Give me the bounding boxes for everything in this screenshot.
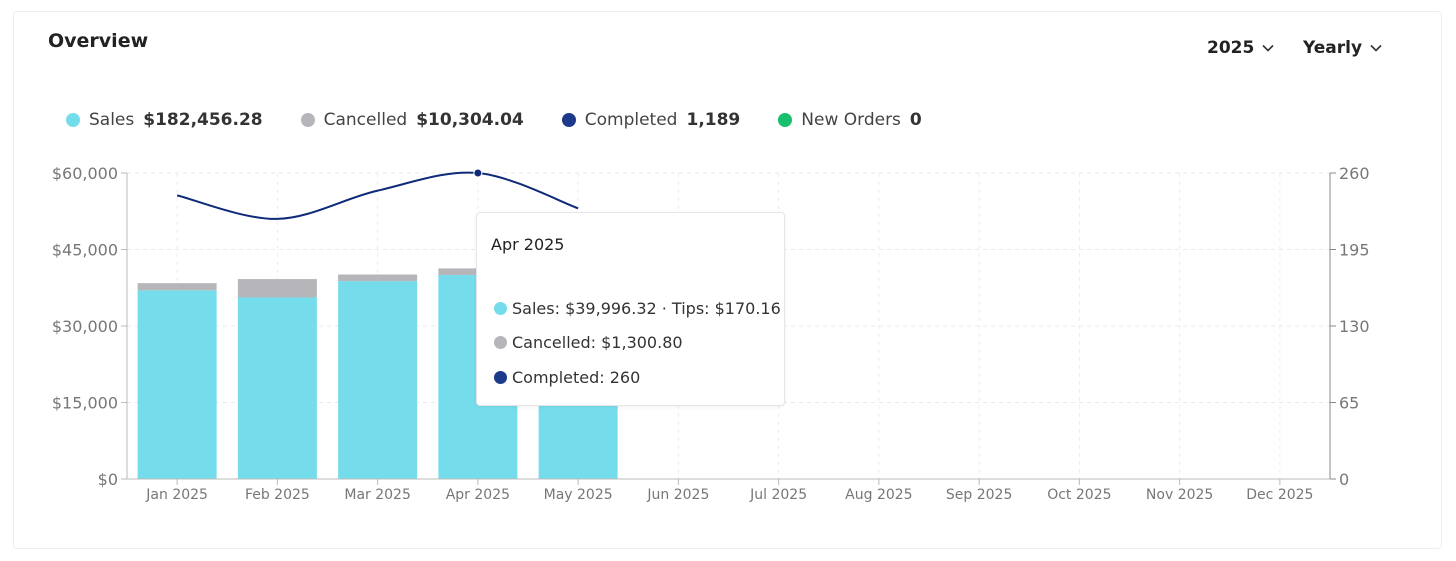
y-tick-label-right: 195	[1339, 241, 1370, 260]
legend-label: Cancelled	[323, 110, 408, 130]
y-tick-label-right: 260	[1339, 164, 1370, 183]
tooltip-completed-text: Completed: 260	[512, 368, 641, 387]
chart-tooltip: Apr 2025 Sales: $39,996.32 · Tips: $170.…	[476, 212, 785, 406]
x-tick-label: Feb 2025	[245, 487, 310, 503]
y-tick-label-left: $0	[98, 470, 118, 489]
chevron-down-icon	[1370, 44, 1382, 52]
x-tick-label: May 2025	[544, 487, 613, 503]
bar-cancelled[interactable]	[237, 279, 317, 298]
bar-sales[interactable]	[237, 297, 317, 479]
y-tick-label-left: $45,000	[52, 241, 118, 260]
x-tick-label: Aug 2025	[845, 487, 912, 503]
y-tick-label-right: 130	[1339, 317, 1370, 336]
line-completed	[176, 171, 579, 220]
legend-item-new-orders[interactable]: New Orders 0	[778, 110, 922, 130]
tooltip-row-completed: Completed: 260	[494, 368, 640, 387]
page-title: Overview	[48, 30, 149, 52]
x-tick-label: Jan 2025	[145, 487, 208, 503]
bar-cancelled[interactable]	[137, 283, 217, 291]
chart-legend: Sales $182,456.28 Cancelled $10,304.04 C…	[66, 110, 960, 130]
chevron-down-icon	[1262, 44, 1274, 52]
chart-axes: $0 $15,000 $30,000 $45,000 $60,000 0 65 130 195 2…	[52, 164, 1370, 503]
bar-sales[interactable]	[338, 281, 418, 479]
period-dropdown[interactable]: Yearly	[1303, 38, 1382, 58]
tooltip-sales-text: Sales: $39,996.32 · Tips: $170.16	[512, 299, 781, 318]
y-tick-label-right: 65	[1339, 394, 1359, 413]
x-tick-label: Dec 2025	[1246, 487, 1313, 503]
tooltip-row-sales: Sales: $39,996.32 · Tips: $170.16	[494, 299, 781, 318]
tooltip-dot-completed	[494, 371, 507, 384]
legend-value: $10,304.04	[416, 110, 524, 130]
y-tick-label-left: $30,000	[52, 317, 118, 336]
legend-value: 1,189	[686, 110, 741, 130]
y-tick-label-right: 0	[1339, 470, 1349, 489]
x-tick-label: Oct 2025	[1047, 487, 1111, 503]
tooltip-title: Apr 2025	[491, 235, 565, 254]
y-tick-label-left: $60,000	[52, 164, 118, 183]
x-tick-label: Mar 2025	[344, 487, 411, 503]
x-tick-label: Sep 2025	[946, 487, 1012, 503]
period-dropdown-label: Yearly	[1303, 38, 1363, 58]
legend-label: Sales	[89, 110, 135, 130]
x-tick-label: Jun 2025	[646, 487, 709, 503]
legend-dot-completed	[561, 113, 576, 127]
year-dropdown[interactable]: 2025	[1207, 38, 1274, 58]
tooltip-cancelled-text: Cancelled: $1,300.80	[512, 333, 683, 352]
legend-dot-sales	[66, 113, 80, 127]
tooltip-row-cancelled: Cancelled: $1,300.80	[494, 333, 683, 352]
legend-value: $182,456.28	[143, 110, 263, 130]
x-tick-label: Nov 2025	[1146, 487, 1213, 503]
legend-value: 0	[909, 110, 922, 130]
bar-cancelled[interactable]	[338, 274, 418, 282]
legend-dot-cancelled	[300, 113, 315, 127]
chart-lines	[176, 168, 579, 220]
bar-sales[interactable]	[137, 290, 217, 479]
tooltip-dot-cancelled	[494, 336, 507, 349]
tooltip-dot-sales	[494, 302, 507, 315]
line-point-highlighted[interactable]	[473, 168, 483, 178]
x-tick-label: Jul 2025	[749, 487, 807, 503]
year-dropdown-label: 2025	[1207, 38, 1255, 58]
y-tick-label-left: $15,000	[52, 394, 118, 413]
legend-item-cancelled[interactable]: Cancelled $10,304.04	[300, 110, 524, 130]
legend-item-sales[interactable]: Sales $182,456.28	[66, 110, 263, 130]
legend-item-completed[interactable]: Completed 1,189	[561, 110, 741, 130]
legend-label: Completed	[584, 110, 678, 130]
legend-dot-new-orders	[778, 113, 793, 127]
legend-label: New Orders	[801, 110, 901, 130]
x-tick-label: Apr 2025	[446, 487, 510, 503]
